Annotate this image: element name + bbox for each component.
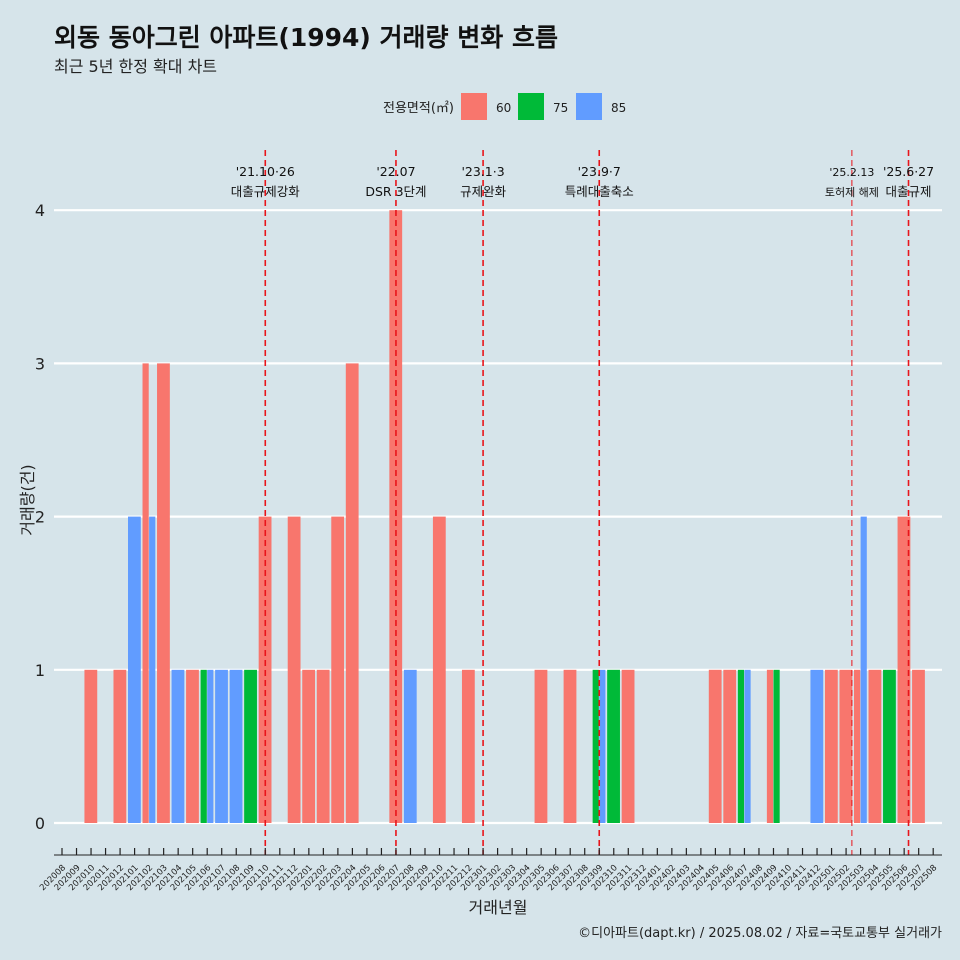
bar-202310-75 [607, 669, 620, 823]
y-axis: 0 1 2 3 4 거래량(건) [18, 201, 45, 833]
bar-202503-60 [854, 669, 861, 823]
bar-202407-85 [744, 669, 751, 823]
y-tick-label-3: 3 [35, 354, 45, 373]
bar-202208-85 [403, 669, 417, 823]
bar-series [84, 210, 925, 823]
event-date-5: '25.6·27 [883, 164, 934, 179]
bar-202409-75 [773, 669, 780, 823]
bar-202503-85 [860, 516, 867, 823]
event-date-1: '22.07 [376, 164, 415, 179]
chart-title: 외동 동아그린 아파트(1994) 거래량 변화 흐름 [54, 23, 558, 52]
bar-202012-60 [113, 669, 127, 823]
event-label-4: 토허제 해제 [825, 185, 879, 199]
x-axis-title: 거래년월 [469, 898, 528, 917]
bar-202102-60 [142, 363, 149, 823]
bar-202502-60 [839, 669, 853, 823]
event-date-3: '23.9·7 [578, 164, 621, 179]
bar-202409-60 [766, 669, 774, 823]
bar-202505-75 [883, 669, 896, 823]
bar-202405-60 [708, 669, 722, 823]
bar-202309-85 [599, 669, 606, 823]
bar-202102-85 [149, 516, 156, 823]
bar-202504-60 [868, 669, 882, 823]
bar-202107-85 [215, 669, 228, 823]
event-label-0: 대출규제강화 [231, 184, 301, 199]
bar-202212-60 [461, 669, 475, 823]
bar-202311-60 [621, 669, 635, 823]
bar-202201-60 [302, 669, 316, 823]
legend-swatch-75 [518, 93, 544, 120]
event-label-3: 특례대출축소 [565, 184, 634, 199]
bar-202203-60 [331, 516, 345, 823]
bar-202207-60 [389, 210, 403, 823]
legend-label-75: 75 [553, 101, 568, 115]
bar-202406-60 [723, 669, 737, 823]
bar-202507-60 [912, 669, 925, 823]
bar-202412-85 [810, 669, 824, 823]
y-axis-title: 거래량(건) [18, 464, 37, 535]
event-date-4: '25.2.13 [829, 166, 874, 179]
bar-202110-60 [258, 516, 272, 823]
y-tick-label-1: 1 [35, 661, 45, 680]
legend-title: 전용면적(㎡) [383, 101, 454, 116]
bar-202106-75 [200, 669, 207, 823]
legend-swatch-60 [461, 93, 487, 120]
chart-legend: 전용면적(㎡) 60 75 85 [383, 93, 626, 120]
bar-202101-85 [128, 516, 141, 823]
legend-label-60: 60 [496, 101, 511, 115]
policy-event-lines: '21.10·26 대출규제강화 '22.07 DSR 3단계 '23.1·3 규제완화 '… [231, 150, 934, 855]
event-label-2: 규제완화 [460, 184, 507, 199]
y-tick-label-4: 4 [35, 201, 45, 220]
bar-202105-60 [186, 669, 199, 823]
y-tick-label-0: 0 [35, 814, 45, 833]
bar-202407-75 [737, 669, 745, 823]
bar-202309-75 [592, 669, 599, 823]
bar-202202-60 [316, 669, 330, 823]
chart-subtitle: 최근 5년 한정 확대 차트 [54, 57, 218, 76]
bar-202108-85 [229, 669, 243, 823]
bar-202204-60 [345, 363, 359, 823]
y-tick-label-2: 2 [35, 508, 45, 527]
x-axis: 2020082020092020102020112020122021012021… [38, 848, 942, 917]
bar-202106-85 [207, 669, 214, 823]
bar-202109-75 [244, 669, 257, 823]
bar-202501-60 [824, 669, 838, 823]
bar-202104-85 [171, 669, 185, 823]
legend-swatch-85 [576, 93, 602, 120]
bar-202112-60 [287, 516, 301, 823]
event-label-1: DSR 3단계 [365, 184, 426, 199]
legend-label-85: 85 [611, 101, 626, 115]
source-credit: ©디아파트(dapt.kr) / 2025.08.02 / 자료=국토교통부 실… [578, 926, 942, 941]
event-date-0: '21.10·26 [236, 164, 295, 179]
bar-202010-60 [84, 669, 98, 823]
event-label-5: 대출규제 [886, 184, 932, 199]
bar-202103-60 [157, 363, 170, 823]
event-date-2: '23.1·3 [461, 164, 504, 179]
bar-202307-60 [563, 669, 577, 823]
bar-202506-60 [897, 516, 911, 823]
bar-202210-60 [432, 516, 446, 823]
bar-202305-60 [534, 669, 548, 823]
